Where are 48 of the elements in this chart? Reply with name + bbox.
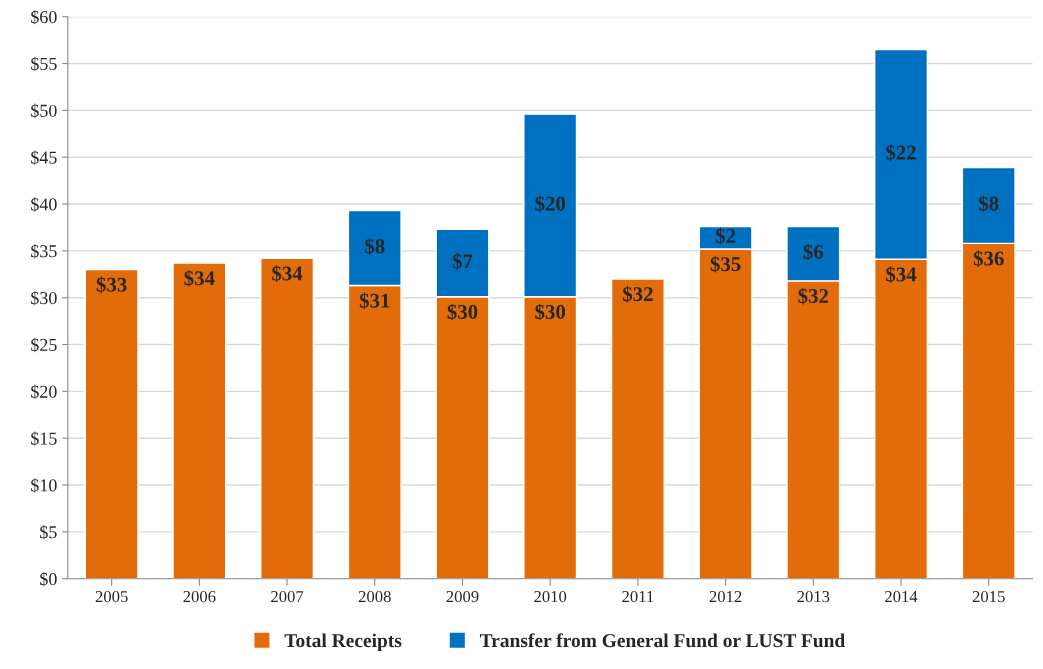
data-label: $2 <box>715 227 736 245</box>
x-tick-label: 2008 <box>358 590 391 603</box>
y-tick-label: $25 <box>31 337 57 353</box>
x-tick-label: 2009 <box>446 590 479 603</box>
legend-label: Transfer from General Fund or LUST Fund <box>479 633 846 648</box>
data-label: $8 <box>979 195 999 213</box>
data-label: $32 <box>798 287 829 305</box>
x-tick-label: 2011 <box>622 590 654 603</box>
data-label: $20 <box>535 195 566 213</box>
data-label: $34 <box>886 266 917 283</box>
x-tick-label: 2013 <box>797 590 830 603</box>
x-tick-label: 2012 <box>709 590 742 603</box>
y-tick-label: $30 <box>31 290 57 306</box>
data-label: $35 <box>710 255 741 273</box>
y-tick-label: $60 <box>31 9 57 25</box>
data-label: $34 <box>272 265 303 282</box>
x-tick-label: 2006 <box>183 590 216 603</box>
y-tick-label: $15 <box>31 431 57 446</box>
x-tick-label: 2007 <box>271 590 304 603</box>
data-label: $33 <box>96 276 127 294</box>
y-tick-label: $0 <box>40 571 57 587</box>
x-tick-label: 2010 <box>534 590 567 603</box>
data-label: $36 <box>973 250 1004 267</box>
data-label: $7 <box>452 252 473 270</box>
y-tick-label: $10 <box>31 478 57 493</box>
data-label: $30 <box>447 303 478 321</box>
y-tick-label: $5 <box>40 525 57 540</box>
y-tick-label: $50 <box>31 103 57 119</box>
bar <box>172 262 227 579</box>
y-tick-label: $45 <box>31 150 57 165</box>
y-tick-label: $35 <box>31 244 57 259</box>
data-label: $22 <box>886 144 916 161</box>
data-label: $30 <box>535 303 566 321</box>
x-tick-label: 2014 <box>885 590 918 603</box>
bar <box>260 257 315 579</box>
y-tick-label: $20 <box>31 384 57 400</box>
x-tick-label: 2005 <box>95 590 128 603</box>
data-label: $31 <box>359 292 390 310</box>
data-label: $32 <box>623 285 653 303</box>
legend-label: Total Receipts <box>284 633 402 652</box>
bar <box>84 268 139 579</box>
data-label: $6 <box>803 243 824 261</box>
bar <box>610 278 665 579</box>
data-label: $8 <box>365 237 385 255</box>
y-tick-label: $55 <box>31 56 57 72</box>
y-tick-label: $40 <box>31 197 57 212</box>
x-tick-label: 2015 <box>972 590 1005 603</box>
data-label: $34 <box>184 269 215 287</box>
